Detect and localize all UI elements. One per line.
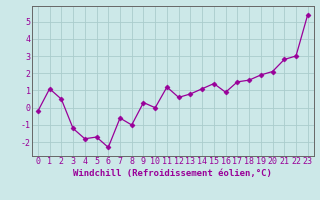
X-axis label: Windchill (Refroidissement éolien,°C): Windchill (Refroidissement éolien,°C): [73, 169, 272, 178]
